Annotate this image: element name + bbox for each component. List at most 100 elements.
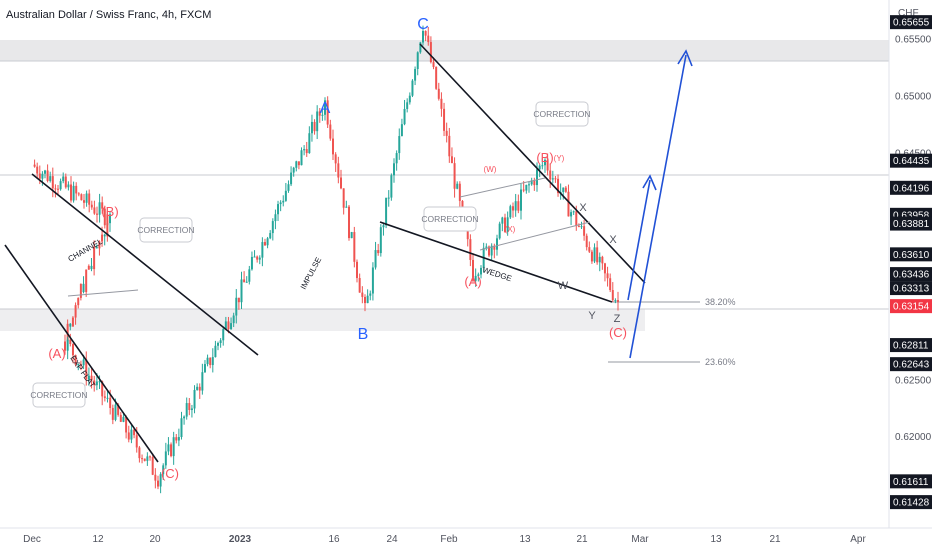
candle xyxy=(64,176,67,188)
candle xyxy=(95,381,98,386)
candle xyxy=(525,184,528,191)
candle xyxy=(75,185,78,194)
candle xyxy=(69,323,72,327)
candle xyxy=(445,130,448,136)
price-tag-label: 0.63154 xyxy=(893,302,930,313)
candle xyxy=(458,183,461,201)
candle xyxy=(488,246,490,256)
candle xyxy=(159,474,162,487)
callout-correction: CORRECTION xyxy=(137,217,195,243)
candle xyxy=(300,150,303,166)
candle xyxy=(149,456,152,458)
candle xyxy=(235,297,238,316)
price-tick: 0.62500 xyxy=(895,375,932,386)
candle xyxy=(66,339,69,351)
candle xyxy=(198,386,201,391)
candle xyxy=(83,200,85,203)
candle xyxy=(429,42,432,63)
candle xyxy=(57,188,59,190)
candle xyxy=(175,437,178,441)
price-tag-bg xyxy=(890,247,932,262)
candle xyxy=(227,321,230,330)
candle xyxy=(577,225,580,227)
candle xyxy=(79,283,82,298)
candle xyxy=(203,364,206,373)
svg-text:CORRECTION: CORRECTION xyxy=(137,225,194,235)
candle xyxy=(90,265,93,270)
candle xyxy=(590,251,593,262)
price-tag-bg xyxy=(890,281,932,296)
candle xyxy=(533,180,536,186)
candle xyxy=(564,187,567,192)
candle xyxy=(437,88,440,99)
candle xyxy=(135,435,138,448)
candle xyxy=(427,35,430,43)
candle xyxy=(133,429,136,436)
candle xyxy=(90,204,93,208)
candle xyxy=(501,217,504,224)
candle xyxy=(443,108,446,131)
candle xyxy=(77,193,80,195)
candle xyxy=(59,181,62,190)
candle xyxy=(567,191,570,217)
candle xyxy=(38,173,41,179)
price-tag: 0.61611 xyxy=(890,474,932,489)
candle xyxy=(214,345,217,358)
candle xyxy=(606,273,609,279)
candle xyxy=(101,202,104,209)
time-label: 24 xyxy=(386,534,398,545)
candle xyxy=(69,339,72,344)
price-tag-bg xyxy=(890,267,932,282)
callout-correction: CORRECTION xyxy=(533,101,591,127)
candle xyxy=(98,241,101,249)
channel-label: CHANNEL xyxy=(67,237,105,264)
projection-line xyxy=(627,179,651,301)
price-tag-label: 0.62643 xyxy=(893,360,930,371)
price-tag-label: 0.61611 xyxy=(893,477,929,488)
candle xyxy=(411,80,414,96)
candle xyxy=(230,323,233,330)
candle xyxy=(337,163,340,178)
price-tag-label: 0.62811 xyxy=(893,341,929,352)
candle xyxy=(127,432,130,440)
candle xyxy=(95,246,98,249)
candle xyxy=(71,343,74,356)
candle xyxy=(496,238,498,250)
candle xyxy=(536,169,538,186)
candle xyxy=(345,206,348,208)
time-label: Feb xyxy=(440,534,458,545)
candle xyxy=(530,180,533,185)
candle xyxy=(295,161,298,168)
candle xyxy=(512,206,514,211)
impulse-label: IMPULSE xyxy=(299,256,323,291)
candle xyxy=(106,397,109,399)
price-tag-label: 0.63313 xyxy=(893,284,930,295)
candle xyxy=(342,188,345,208)
candle xyxy=(469,239,472,260)
candle xyxy=(509,206,512,218)
candle xyxy=(67,184,70,188)
candle xyxy=(480,267,482,275)
candle xyxy=(611,290,614,301)
fib-label-38: 38.20% xyxy=(705,297,736,307)
candle xyxy=(575,211,578,226)
wave-label-gray: X xyxy=(609,234,617,246)
candle xyxy=(435,66,438,89)
price-tag-bg xyxy=(890,357,932,372)
wave-label: (C) xyxy=(609,325,627,340)
candle xyxy=(46,170,49,181)
candle xyxy=(62,176,65,182)
candle xyxy=(250,256,253,270)
price-tag: 0.62643 xyxy=(890,357,932,372)
time-label: 12 xyxy=(92,534,104,545)
price-tag-label: 0.64196 xyxy=(893,183,930,194)
candle xyxy=(416,52,419,69)
candle xyxy=(614,300,617,302)
candle xyxy=(377,250,380,254)
candle xyxy=(332,138,334,155)
arrow-head xyxy=(677,49,693,67)
candle xyxy=(103,234,106,237)
candle xyxy=(398,136,401,154)
